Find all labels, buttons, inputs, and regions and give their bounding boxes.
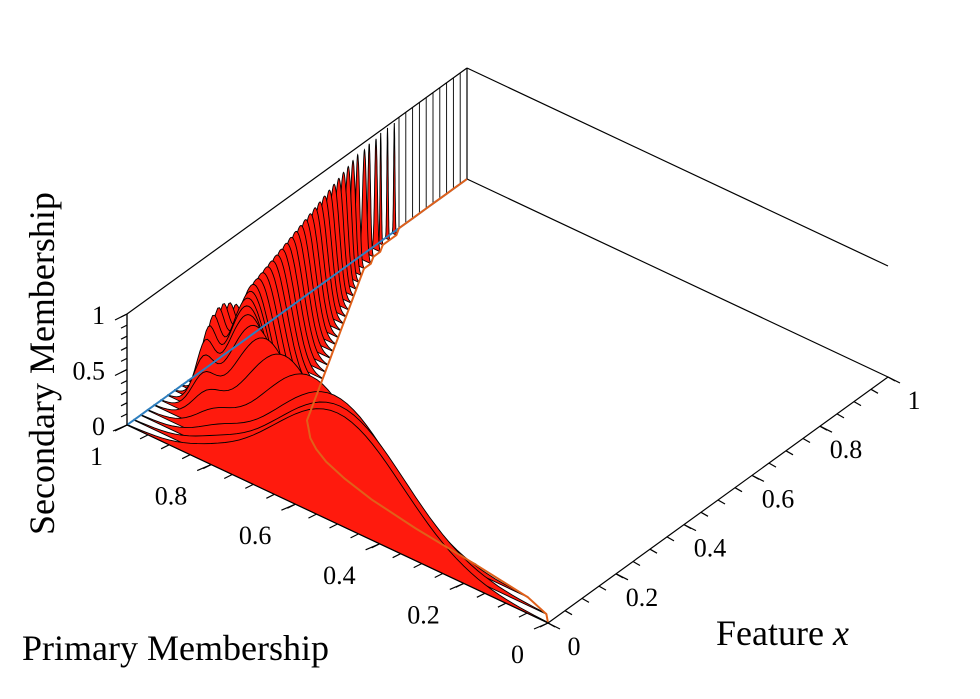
z-minor-tick [120, 391, 128, 396]
x-minor-tick [751, 474, 760, 480]
y-minor-tick [223, 473, 233, 480]
z-minor-tick [120, 335, 128, 340]
x-minor-tick [632, 560, 641, 567]
box-edge [466, 67, 889, 267]
x-minor-tick [734, 487, 743, 493]
y-minor-tick [518, 612, 528, 618]
x-axis-title-main: Feature [716, 613, 833, 653]
y-minor-tick [497, 602, 507, 608]
x-minor-tick [819, 425, 828, 431]
x-tick-label: 0.8 [830, 435, 863, 464]
x-tick-label: 1 [908, 386, 921, 415]
x-minor-tick [802, 437, 811, 444]
box-edge [126, 67, 468, 315]
box-edge [466, 178, 889, 378]
z-minor-tick [120, 424, 128, 429]
y-minor-tick [181, 454, 191, 460]
x-axis-title-var: x [832, 613, 849, 653]
x-minor-tick [853, 401, 862, 407]
y-tick-label: 0.6 [239, 521, 272, 550]
z-tick-label: 1 [92, 301, 105, 330]
x-axis-title: Feature x [716, 613, 849, 653]
y-minor-tick [413, 563, 422, 569]
x-minor-tick [581, 597, 590, 603]
y-minor-tick [434, 572, 444, 579]
x-minor-tick [649, 548, 658, 554]
x-tick-label: 0.4 [694, 534, 727, 563]
x-minor-tick [785, 450, 794, 456]
z-minor-tick [120, 357, 128, 362]
x-minor-tick [870, 388, 879, 394]
x-minor-tick [683, 524, 692, 530]
y-axis-title: Primary Membership [22, 628, 329, 668]
z-minor-tick [120, 368, 128, 374]
x-tick-label: 0.6 [762, 484, 795, 513]
y-minor-tick [266, 493, 275, 499]
z-minor-tick [120, 380, 128, 385]
z-tick-label: 0.5 [73, 357, 106, 386]
x-minor-tick [598, 585, 607, 591]
x-minor-tick [768, 462, 777, 468]
z-minor-tick [120, 413, 128, 418]
surface-slice [126, 408, 549, 624]
y-minor-tick [476, 592, 486, 598]
surface-slice [391, 123, 397, 236]
z-tick-label: 0 [92, 412, 105, 441]
z-minor-tick [120, 402, 128, 407]
y-minor-tick [202, 464, 212, 470]
x-minor-tick [887, 376, 896, 382]
y-tick-label: 0 [511, 640, 524, 669]
tick-marks [112, 313, 901, 630]
y-minor-tick [455, 582, 465, 588]
x-minor-tick [717, 499, 726, 505]
y-minor-tick [371, 543, 380, 549]
z-minor-tick [120, 324, 128, 329]
z-axis-title: Secondary Membership [22, 192, 62, 535]
z-minor-tick [120, 313, 128, 318]
x-minor-tick [615, 573, 624, 579]
x-minor-tick [547, 622, 556, 628]
y-minor-tick [160, 444, 170, 450]
y-minor-tick [539, 622, 549, 628]
y-minor-tick [139, 434, 149, 440]
x-minor-tick [700, 511, 709, 517]
x-minor-tick [564, 610, 573, 616]
y-minor-tick [350, 533, 359, 539]
y-minor-tick [287, 503, 296, 509]
surface-slice [378, 132, 384, 246]
y-tick-label: 0.8 [155, 482, 188, 511]
surface-slice [371, 138, 381, 253]
x-minor-tick [666, 536, 675, 542]
surface-slice [384, 127, 391, 241]
y-tick-label: 1 [90, 442, 103, 471]
x-minor-tick [836, 413, 845, 419]
lower-membership-curve [305, 178, 549, 624]
surface-slices [126, 68, 549, 624]
y-tick-label: 0.2 [407, 600, 440, 629]
y-tick-label: 0.4 [323, 561, 356, 590]
x-tick-label: 0.2 [626, 583, 659, 612]
y-minor-tick [392, 553, 401, 559]
y-minor-tick [329, 523, 338, 529]
y-minor-tick [245, 483, 254, 489]
x-tick-label: 0 [568, 632, 581, 661]
z-minor-tick [120, 346, 128, 351]
y-minor-tick [308, 513, 317, 519]
